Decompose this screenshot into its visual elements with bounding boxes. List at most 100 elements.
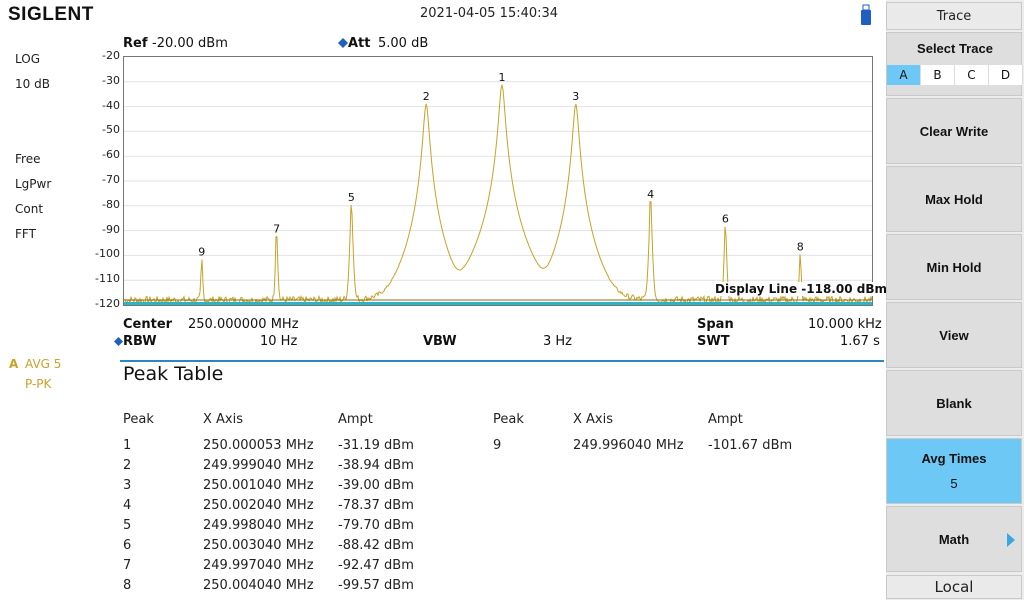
y-tick-label: -80 bbox=[102, 197, 120, 211]
trace-letter: A bbox=[9, 357, 19, 371]
scale-div: 10 dB bbox=[15, 77, 50, 91]
table-cell: 250.004040 MHz bbox=[203, 578, 314, 593]
math-button[interactable]: Math bbox=[886, 506, 1022, 572]
table-header: Ampt bbox=[338, 412, 373, 427]
y-tick-label: -100 bbox=[95, 247, 120, 261]
table-header: X Axis bbox=[573, 412, 614, 427]
rbw-diamond-icon bbox=[114, 337, 123, 346]
analysis-mode: FFT bbox=[15, 227, 36, 241]
scale-type: LOG bbox=[15, 52, 41, 66]
peak-marker-label: 5 bbox=[348, 191, 355, 204]
y-tick-label: -70 bbox=[102, 173, 120, 186]
blank-button[interactable]: Blank bbox=[886, 370, 1022, 436]
table-cell: 250.002040 MHz bbox=[203, 498, 314, 513]
peak-marker-label: 1 bbox=[498, 71, 505, 84]
local-label: Local bbox=[934, 578, 974, 596]
table-cell: 3 bbox=[123, 478, 132, 493]
table-cell: 7 bbox=[123, 558, 132, 573]
trace-detector: P-PK bbox=[25, 377, 52, 391]
table-cell: -31.19 dBm bbox=[338, 438, 414, 453]
table-cell: 6 bbox=[123, 538, 132, 553]
avg-times-value: 5 bbox=[950, 476, 958, 491]
trace-tabs: A B C D bbox=[887, 65, 1023, 85]
avg-times-button[interactable]: Avg Times 5 bbox=[886, 438, 1022, 504]
peak-marker-label: 8 bbox=[797, 240, 804, 253]
y-tick-label: -120 bbox=[95, 297, 120, 310]
spectrum-plot[interactable]: 1 2 3 4 5 6 7 8 9 bbox=[123, 56, 873, 306]
table-cell: 5 bbox=[123, 518, 132, 533]
trace-tab-a[interactable]: A bbox=[887, 65, 921, 85]
table-cell: 8 bbox=[123, 578, 132, 593]
center-value: 250.000000 MHz bbox=[188, 317, 299, 332]
span-label: Span bbox=[697, 317, 734, 332]
table-cell: 249.998040 MHz bbox=[203, 518, 314, 533]
peak-marker-label: 3 bbox=[572, 90, 579, 103]
table-header: Ampt bbox=[708, 412, 743, 427]
table-cell: -79.70 dBm bbox=[338, 518, 414, 533]
min-hold-button[interactable]: Min Hold bbox=[886, 234, 1022, 300]
detector-mode: LgPwr bbox=[15, 177, 52, 191]
att-diamond-icon bbox=[338, 38, 348, 48]
ref-value: -20.00 dBm bbox=[152, 36, 228, 51]
peak-marker-label: 6 bbox=[722, 213, 729, 226]
sweep-mode: Cont bbox=[15, 202, 44, 216]
view-button[interactable]: View bbox=[886, 302, 1022, 368]
trace-menu: Trace Select Trace A B C D Clear Write M… bbox=[886, 0, 1024, 600]
swt-label: SWT bbox=[697, 334, 730, 349]
table-header: X Axis bbox=[203, 412, 244, 427]
submenu-arrow-icon bbox=[1007, 533, 1015, 547]
max-hold-label: Max Hold bbox=[925, 191, 983, 207]
rbw-label: RBW bbox=[123, 334, 157, 349]
trace-avg: AVG 5 bbox=[25, 357, 62, 371]
table-cell: -88.42 dBm bbox=[338, 538, 414, 553]
peak-marker-label: 9 bbox=[198, 246, 205, 259]
math-label: Math bbox=[938, 531, 970, 547]
separator bbox=[120, 360, 884, 362]
rbw-value: 10 Hz bbox=[260, 334, 298, 349]
table-cell: 2 bbox=[123, 458, 132, 473]
bottom-bar bbox=[124, 302, 872, 305]
peak-marker-label: 4 bbox=[647, 188, 654, 201]
view-label: View bbox=[939, 327, 969, 343]
table-header: Peak bbox=[493, 412, 524, 427]
display-line-label: Display Line -118.00 dBm bbox=[715, 282, 887, 296]
table-cell: -101.67 dBm bbox=[708, 438, 793, 453]
table-cell: 250.000053 MHz bbox=[203, 438, 314, 453]
select-trace-button[interactable]: Select Trace A B C D bbox=[886, 32, 1023, 96]
max-hold-button[interactable]: Max Hold bbox=[886, 166, 1022, 232]
clear-write-label: Clear Write bbox=[919, 123, 989, 139]
y-tick-label: -110 bbox=[95, 272, 120, 286]
y-tick-label: -20 bbox=[102, 49, 120, 62]
local-button[interactable]: Local bbox=[886, 575, 1022, 599]
ref-label: Ref bbox=[123, 36, 148, 51]
table-cell: 4 bbox=[123, 498, 132, 513]
trace-tab-d[interactable]: D bbox=[989, 65, 1023, 85]
trigger-mode: Free bbox=[15, 152, 41, 166]
att-label: Att bbox=[348, 36, 371, 51]
y-tick-label: -30 bbox=[102, 73, 120, 87]
table-cell: 250.003040 MHz bbox=[203, 538, 314, 553]
trace-tab-b[interactable]: B bbox=[921, 65, 955, 85]
swt-value: 1.67 s bbox=[840, 334, 880, 349]
peak-table-title: Peak Table bbox=[123, 363, 224, 385]
table-cell: -38.94 dBm bbox=[338, 458, 414, 473]
table-cell: -92.47 dBm bbox=[338, 558, 414, 573]
y-tick-label: -50 bbox=[102, 123, 120, 137]
table-cell: 249.997040 MHz bbox=[203, 558, 314, 573]
span-value: 10.000 kHz bbox=[808, 317, 882, 332]
table-cell: 9 bbox=[493, 438, 502, 453]
y-tick-label: -90 bbox=[102, 222, 120, 236]
trace-tab-c[interactable]: C bbox=[955, 65, 989, 85]
blank-label: Blank bbox=[936, 395, 972, 411]
min-hold-label: Min Hold bbox=[926, 259, 982, 275]
clear-write-button[interactable]: Clear Write bbox=[886, 98, 1022, 164]
select-trace-label: Select Trace bbox=[917, 41, 993, 56]
table-cell: 249.999040 MHz bbox=[203, 458, 314, 473]
vbw-value: 3 Hz bbox=[543, 334, 573, 349]
att-value: 5.00 dB bbox=[378, 36, 429, 51]
menu-title: Trace bbox=[886, 2, 1022, 30]
table-cell: 249.996040 MHz bbox=[573, 438, 684, 453]
table-cell: -99.57 dBm bbox=[338, 578, 414, 593]
date-time: 2021-04-05 15:40:34 bbox=[420, 6, 559, 21]
usb-icon bbox=[861, 4, 871, 25]
